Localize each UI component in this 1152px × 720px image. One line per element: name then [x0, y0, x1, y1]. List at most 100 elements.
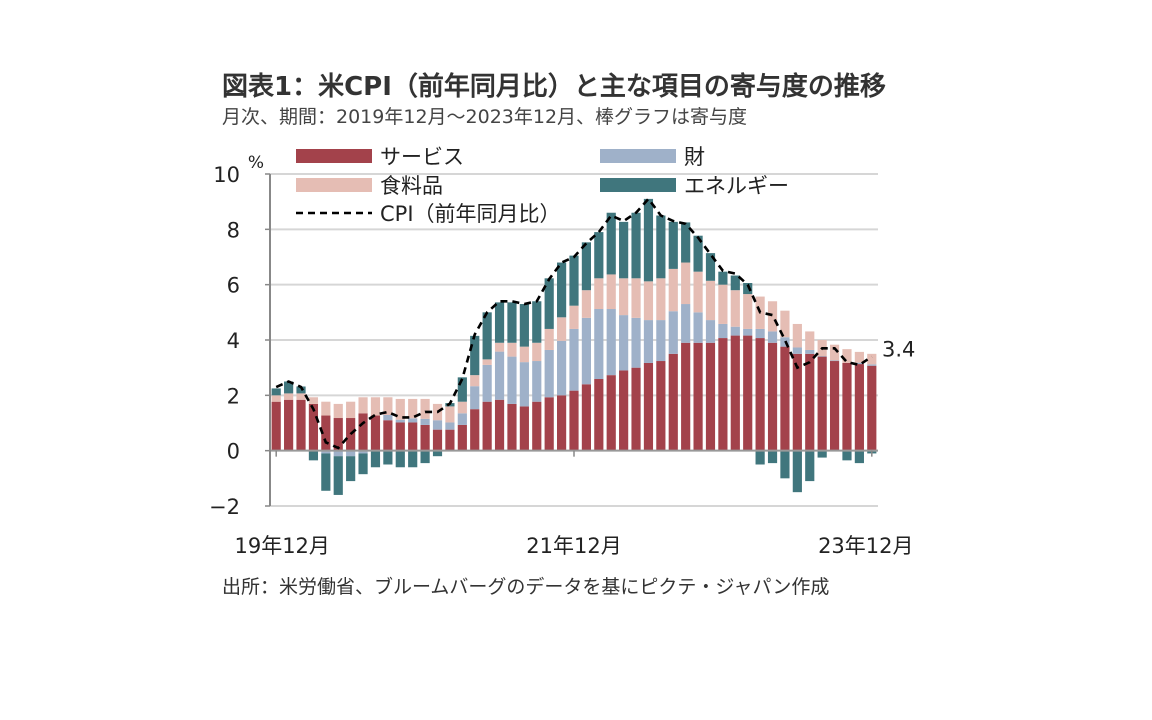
- bar-segment: [482, 359, 492, 365]
- bar-segment: [532, 301, 542, 343]
- bar-segment: [296, 399, 306, 451]
- bar-segment: [755, 450, 765, 465]
- bar-segment: [792, 323, 802, 348]
- bar-segment: [656, 320, 666, 362]
- bar-segment: [519, 362, 529, 407]
- bar-segment: [346, 450, 356, 457]
- bar-segment: [308, 450, 319, 461]
- bar-segment: [420, 450, 430, 464]
- bar-segment: [817, 450, 827, 458]
- chart-subtitle: 月次、期間：2019年12月～2023年12月、棒グラフは寄与度: [222, 106, 748, 128]
- bar-segment: [705, 253, 716, 281]
- bar-segment: [358, 453, 368, 475]
- bar-segment: [780, 450, 790, 479]
- bar-segment: [681, 342, 691, 451]
- bar-segment: [333, 403, 343, 419]
- bar-segment: [681, 262, 691, 305]
- bar-segment: [557, 395, 567, 451]
- bar-segment: [432, 450, 443, 457]
- bar-segment: [408, 422, 418, 451]
- bar-segment: [805, 349, 815, 354]
- bar-segment: [581, 290, 591, 318]
- bar-segment: [333, 450, 343, 457]
- bar-segment: [743, 328, 753, 336]
- bar-segment: [408, 418, 418, 423]
- cpi-line: [275, 196, 873, 450]
- bar-segment: [805, 450, 815, 482]
- y-tick-label: −2: [209, 495, 240, 519]
- bar-segment: [792, 450, 802, 493]
- bar-segment: [519, 346, 529, 363]
- bar-segment: [457, 424, 467, 451]
- bar-segment: [718, 284, 728, 324]
- bar-segment: [743, 294, 753, 329]
- bar-segment: [681, 304, 691, 343]
- bar-segment: [333, 456, 343, 495]
- bar-segment: [271, 388, 281, 396]
- bar-segment: [780, 310, 790, 338]
- y-tick-label: 10: [213, 163, 240, 187]
- bar-segment: [854, 362, 864, 365]
- bar-segment: [569, 305, 579, 329]
- bar-segment: [842, 450, 852, 461]
- bar-segment: [557, 317, 567, 341]
- bar-segment: [569, 328, 579, 391]
- bar-segment: [705, 280, 716, 321]
- bar-segment: [346, 456, 356, 482]
- bar-segment: [631, 317, 641, 368]
- bar-segment: [594, 232, 604, 279]
- bar-segment: [432, 420, 443, 430]
- bar-segment: [296, 393, 306, 400]
- bar-segment: [544, 328, 554, 350]
- bar-segment: [643, 362, 654, 451]
- bar-segment: [606, 375, 616, 451]
- bar-segment: [395, 419, 405, 423]
- bar-segment: [829, 344, 840, 361]
- bar-segment: [805, 353, 815, 451]
- bar-segment: [519, 304, 529, 347]
- bar-segment: [445, 429, 455, 451]
- bar-segment: [395, 450, 405, 468]
- bar-segment: [370, 397, 381, 416]
- bar-segment: [668, 221, 678, 269]
- bar-segment: [606, 274, 616, 310]
- bar-segment: [730, 290, 740, 327]
- bar-segment: [693, 271, 703, 313]
- axes: 10 8 6 4 2 0 −2% 19年12月 21年12月 23年12月: [209, 153, 913, 558]
- bar-segment: [358, 450, 368, 454]
- bar-segment: [346, 418, 356, 451]
- bar-segment: [668, 311, 678, 354]
- bar-segment: [470, 386, 480, 410]
- bar-segment: [767, 450, 778, 464]
- bar-segment: [867, 353, 877, 365]
- legend-label: エネルギー: [684, 174, 789, 198]
- bar-segment: [606, 309, 616, 376]
- bar-segment: [829, 360, 840, 362]
- cpi-line-layer: 3.4: [275, 196, 915, 450]
- bar-segment: [693, 235, 703, 272]
- bar-segment: [470, 335, 480, 376]
- chart-title: 図表1：米CPI（前年同月比）と主な項目の寄与度の推移: [222, 72, 886, 102]
- end-value-label: 3.4: [882, 338, 915, 362]
- bar-segment: [569, 255, 579, 306]
- bar-segment: [420, 424, 430, 451]
- legend-swatch: [296, 178, 372, 192]
- bar-segment: [619, 221, 629, 279]
- bar-segment: [656, 278, 666, 321]
- bar-segment: [581, 384, 591, 451]
- bar-segment: [507, 403, 517, 451]
- bar-segment: [370, 415, 381, 451]
- bar-segment: [867, 364, 877, 366]
- legend-label: 財: [684, 145, 705, 169]
- bar-segment: [284, 393, 294, 400]
- bars: [271, 198, 877, 495]
- chart-source: 出所：米労働省、ブルームバーグのデータを基にピクテ・ジャパン作成: [222, 576, 830, 598]
- bar-segment: [544, 349, 554, 398]
- bar-segment: [817, 356, 827, 451]
- bar-segment: [718, 271, 728, 285]
- bar-segment: [383, 450, 393, 465]
- bar-segment: [581, 242, 591, 291]
- bar-segment: [743, 335, 753, 451]
- bar-segment: [494, 351, 505, 400]
